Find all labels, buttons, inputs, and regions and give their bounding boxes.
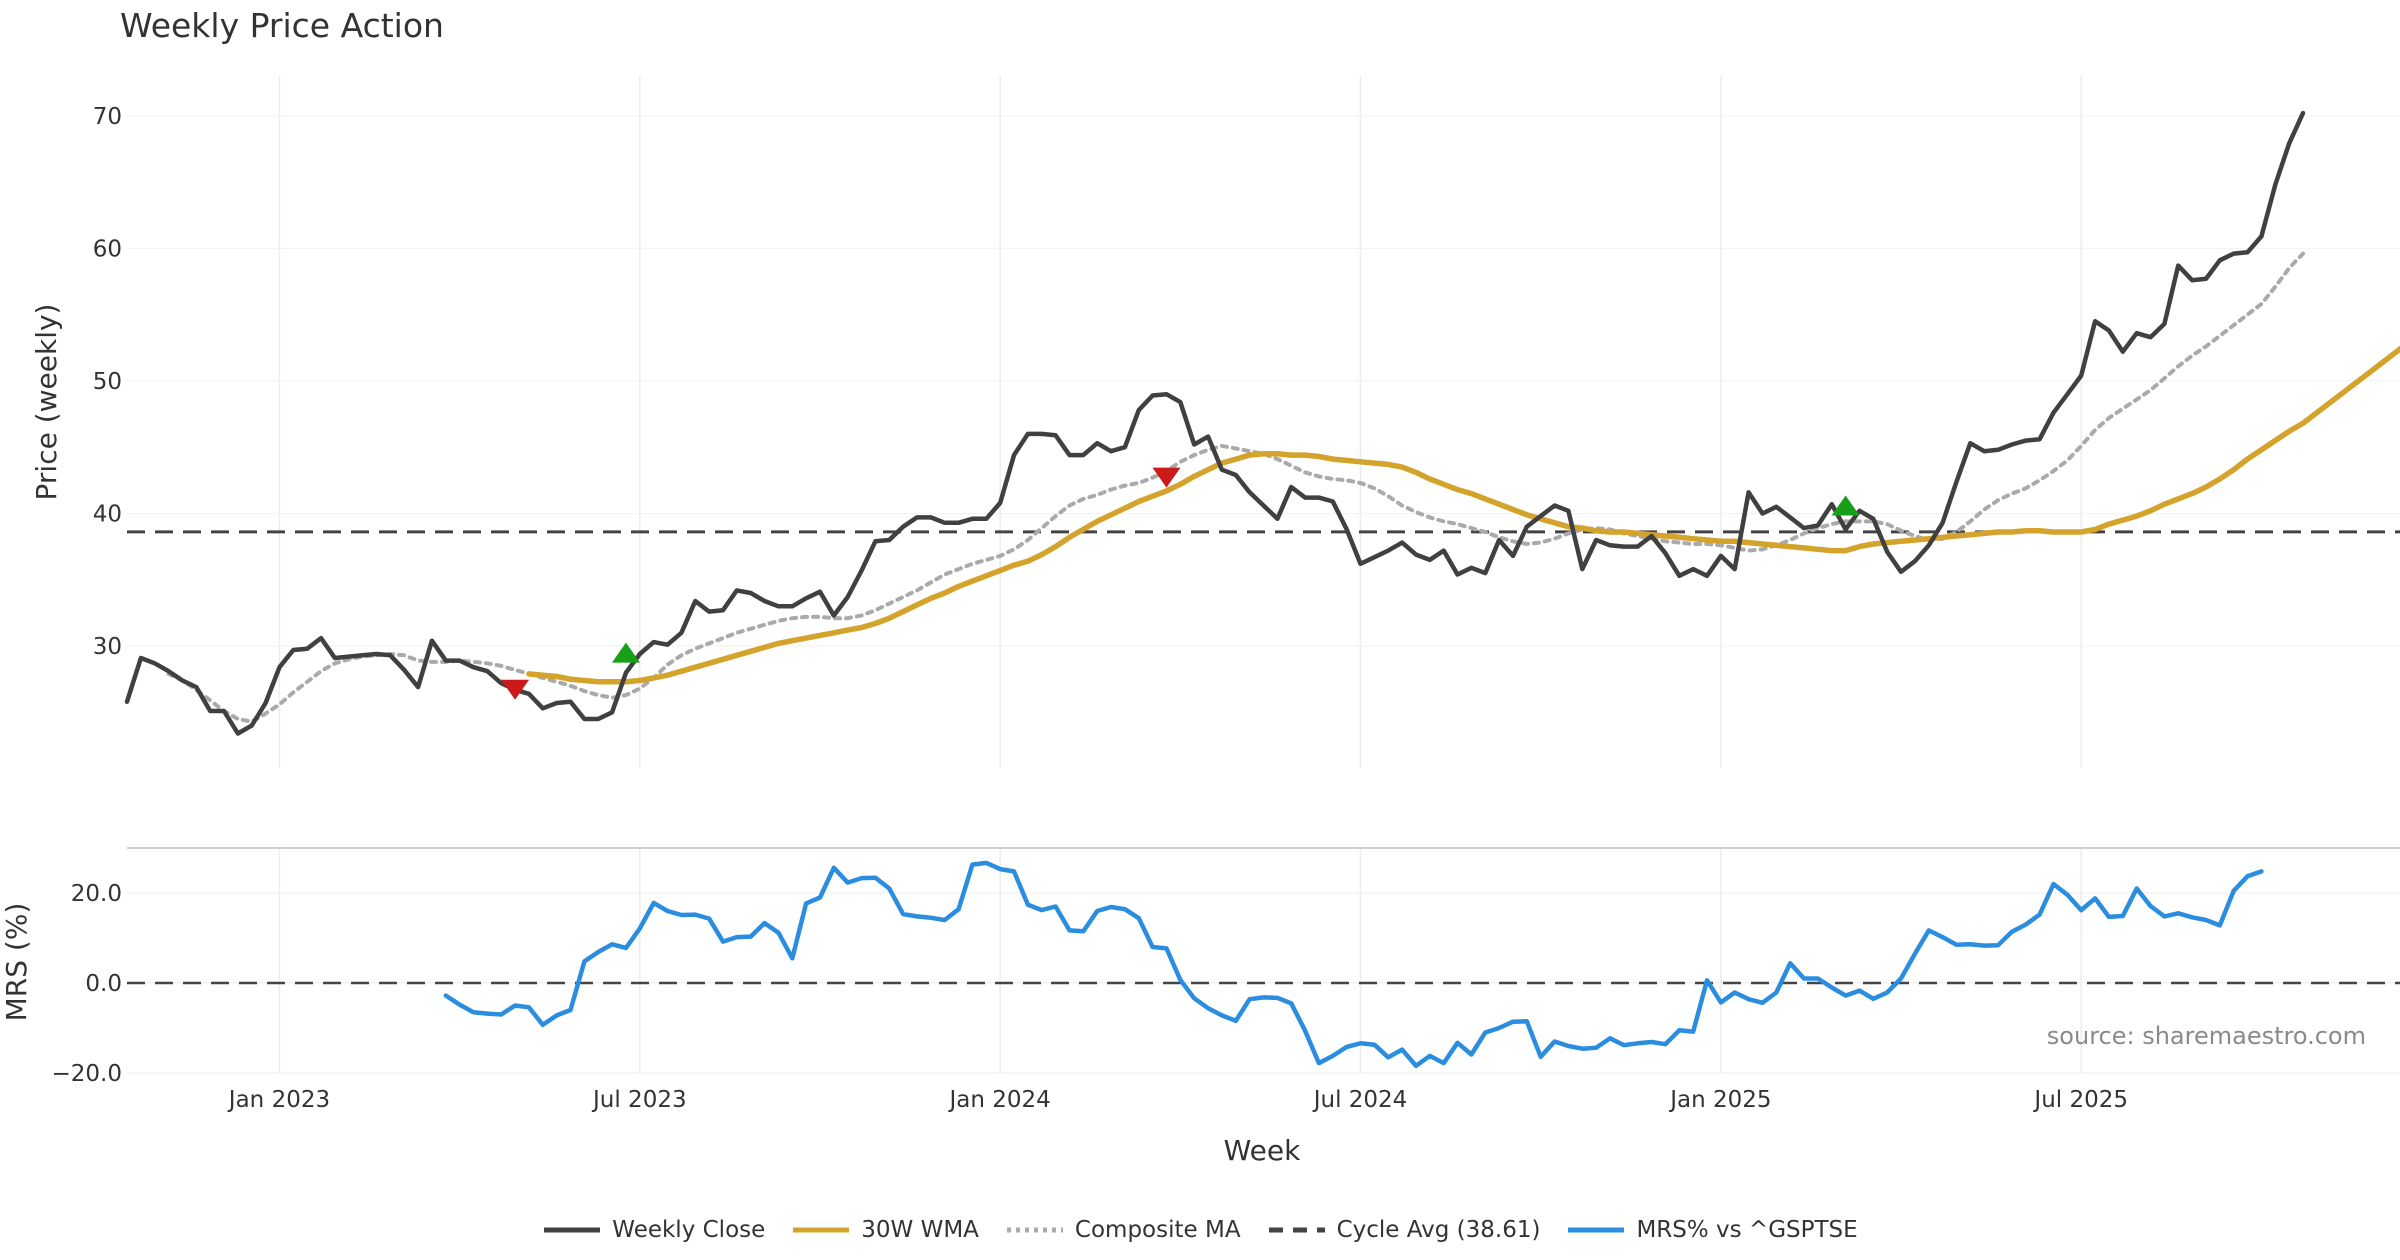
x-tick-label: Jan 2023 [227, 1087, 330, 1113]
mrs-y-axis-label: MRS (%) [0, 903, 33, 1022]
legend-item: Weekly Close [542, 1217, 765, 1243]
legend-swatch [1006, 1227, 1063, 1233]
legend-label: MRS% vs ^GSPTSE [1636, 1217, 1858, 1243]
chart-title: Weekly Price Action [120, 6, 444, 45]
price-grid: Jan 2023 Jul 2023 Jan 2024 Jul 2024 Jan 2025… [93, 76, 2400, 1113]
legend-label: Weekly Close [612, 1217, 766, 1243]
price-y-tick-label: 40 [93, 501, 122, 527]
composite-ma-line [166, 251, 2305, 724]
legend-label: Composite MA [1074, 1217, 1241, 1243]
mrs-lines [443, 860, 2264, 1069]
price-lines [124, 110, 2400, 736]
30w-wma-line [526, 345, 2400, 685]
signal-markers [501, 467, 1860, 700]
price-y-tick-label: 60 [93, 236, 122, 262]
buy-signal-marker [1831, 495, 1860, 516]
legend-item: Cycle Avg (38.61) [1267, 1217, 1541, 1243]
price-y-tick-label: 50 [93, 369, 122, 395]
legend-label: 30W WMA [861, 1217, 979, 1243]
buy-signal-marker [611, 642, 640, 663]
mrs-y-tick-label: 20.0 [71, 881, 122, 907]
price-y-tick-label: 70 [93, 104, 122, 130]
legend-swatch [544, 1227, 601, 1233]
legend-label: Cycle Avg (38.61) [1336, 1217, 1541, 1243]
price-y-axis-label: Price (weekly) [30, 304, 63, 501]
legend-swatch [1568, 1227, 1625, 1233]
price-y-tick-label: 30 [93, 634, 122, 660]
x-tick-label: Jul 2023 [591, 1087, 687, 1113]
x-tick-label: Jan 2024 [948, 1087, 1051, 1113]
legend-swatch [793, 1227, 850, 1233]
mrs-y-tick-label: 0.0 [85, 971, 122, 997]
x-tick-label: Jul 2024 [1312, 1087, 1408, 1113]
legend-swatch [1268, 1227, 1325, 1233]
chart-legend: Weekly Close 30W WMA Composite MA Cycle Avg… [0, 1212, 2400, 1248]
axis-labels: Price (weekly) MRS (%) Week source: shar… [0, 304, 2366, 1167]
legend-item: 30W WMA [791, 1217, 979, 1243]
x-axis-label: Week [1224, 1134, 1301, 1167]
legend-item: MRS% vs ^GSPTSE [1566, 1217, 1858, 1243]
weekly-close-line [124, 110, 2306, 736]
mrs-y-tick-label: −20.0 [52, 1061, 122, 1087]
sell-signal-marker [501, 679, 530, 700]
x-tick-label: Jul 2025 [2032, 1087, 2128, 1113]
source-note: source: sharemaestro.com [2047, 1022, 2366, 1050]
legend-item: Composite MA [1005, 1217, 1241, 1243]
mrs-line [443, 860, 2264, 1069]
mrs-grid: 20.0 0.0 −20.0 [52, 847, 2400, 1087]
x-tick-label: Jan 2025 [1668, 1087, 1771, 1113]
sell-signal-marker [1152, 467, 1181, 488]
